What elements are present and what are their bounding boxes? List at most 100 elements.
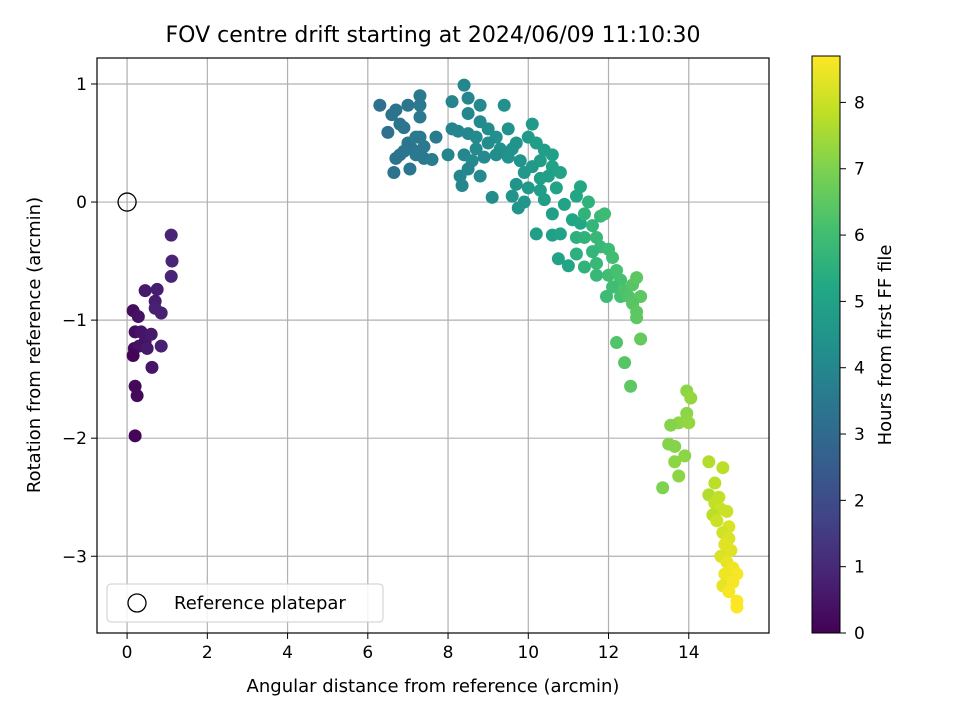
data-point	[441, 148, 455, 162]
data-point	[589, 256, 603, 270]
data-point	[668, 439, 682, 453]
data-point	[457, 78, 471, 92]
data-point	[381, 125, 395, 139]
data-point	[517, 166, 531, 180]
data-point	[577, 260, 591, 274]
data-point	[513, 154, 527, 168]
data-point	[140, 341, 154, 355]
data-point	[473, 169, 487, 183]
data-point	[461, 91, 475, 105]
x-tick-label: 0	[122, 643, 133, 663]
grid-lines	[97, 58, 769, 633]
data-point	[469, 142, 483, 156]
data-point	[489, 148, 503, 162]
colorbar-tick-label: 7	[854, 160, 865, 180]
data-point	[451, 124, 465, 138]
x-tick-label: 14	[678, 643, 700, 663]
y-tick-label: −1	[62, 311, 87, 331]
data-point	[716, 461, 730, 475]
data-point	[606, 280, 620, 294]
data-point	[618, 356, 632, 370]
reference-marker	[117, 192, 137, 212]
data-point	[164, 269, 178, 283]
data-point	[569, 189, 583, 203]
data-point	[726, 575, 740, 589]
colorbar-label: Hours from first FF file	[875, 245, 896, 446]
data-point	[724, 543, 738, 557]
x-axis-ticks: 0 2 4 6 8 10 12 14	[122, 633, 700, 663]
data-point	[481, 136, 495, 150]
data-point	[455, 179, 469, 193]
colorbar-gradient	[811, 55, 841, 634]
data-point	[497, 98, 511, 112]
data-point	[672, 469, 686, 483]
x-tick-label: 12	[598, 643, 620, 663]
data-point	[429, 130, 443, 144]
data-point	[730, 600, 744, 614]
y-axis-label: Rotation from reference (arcmin)	[24, 197, 45, 493]
data-point	[553, 227, 567, 241]
colorbar-tick-label: 5	[854, 292, 865, 312]
data-point	[606, 251, 620, 265]
x-tick-label: 4	[282, 643, 293, 663]
data-point	[656, 481, 670, 495]
y-tick-label: −2	[62, 429, 87, 449]
data-point	[720, 504, 734, 518]
x-tick-label: 10	[517, 643, 539, 663]
data-point	[417, 140, 431, 154]
data-point	[389, 151, 403, 165]
data-point	[126, 349, 140, 363]
colorbar-tick-label: 3	[854, 425, 865, 445]
data-point	[505, 189, 519, 203]
data-point	[145, 360, 159, 374]
data-point	[598, 207, 612, 221]
colorbar-tick-label: 4	[854, 359, 865, 379]
data-point	[413, 89, 427, 103]
colorbar-tick-label: 6	[854, 226, 865, 246]
data-point	[581, 195, 595, 209]
data-point	[164, 228, 178, 242]
data-point	[708, 476, 722, 490]
data-point	[387, 166, 401, 180]
data-point	[445, 95, 459, 109]
data-point	[509, 177, 523, 191]
colorbar-tick-label: 1	[854, 558, 865, 578]
data-point	[545, 207, 559, 221]
data-point	[577, 207, 591, 221]
y-tick-label: −3	[62, 547, 87, 567]
data-point	[150, 282, 164, 296]
data-point	[131, 310, 145, 324]
colorbar-tick-label: 0	[854, 624, 865, 644]
legend-box	[106, 583, 384, 623]
data-point	[425, 153, 439, 167]
y-tick-label: 1	[76, 75, 87, 95]
data-point	[373, 98, 387, 112]
legend-reference-marker	[127, 593, 147, 613]
data-point	[154, 339, 168, 353]
data-point	[413, 110, 427, 124]
data-point	[409, 130, 423, 144]
data-point	[481, 122, 495, 136]
data-point	[537, 193, 551, 207]
data-point	[389, 103, 403, 117]
data-point	[505, 142, 519, 156]
data-point	[485, 190, 499, 204]
data-point	[630, 271, 644, 285]
data-point	[529, 227, 543, 241]
data-point	[702, 455, 716, 469]
data-point	[525, 117, 539, 131]
reference-marker-group	[117, 192, 137, 212]
data-point	[684, 391, 698, 405]
x-axis-label: Angular distance from reference (arcmin)	[247, 676, 620, 697]
data-point	[128, 429, 142, 443]
plot-frame	[96, 57, 770, 634]
data-point	[624, 379, 638, 393]
y-tick-label: 0	[76, 193, 87, 213]
data-point	[165, 254, 179, 268]
data-point	[461, 106, 475, 120]
x-tick-label: 8	[443, 643, 454, 663]
data-point	[401, 98, 415, 112]
data-point	[403, 162, 417, 176]
data-point	[154, 306, 168, 320]
y-axis-ticks: −3 −2 −1 0 1	[62, 75, 97, 567]
